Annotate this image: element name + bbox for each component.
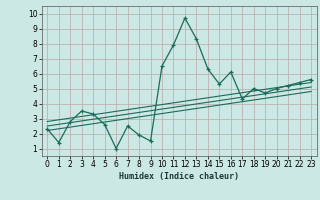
X-axis label: Humidex (Indice chaleur): Humidex (Indice chaleur) bbox=[119, 172, 239, 181]
